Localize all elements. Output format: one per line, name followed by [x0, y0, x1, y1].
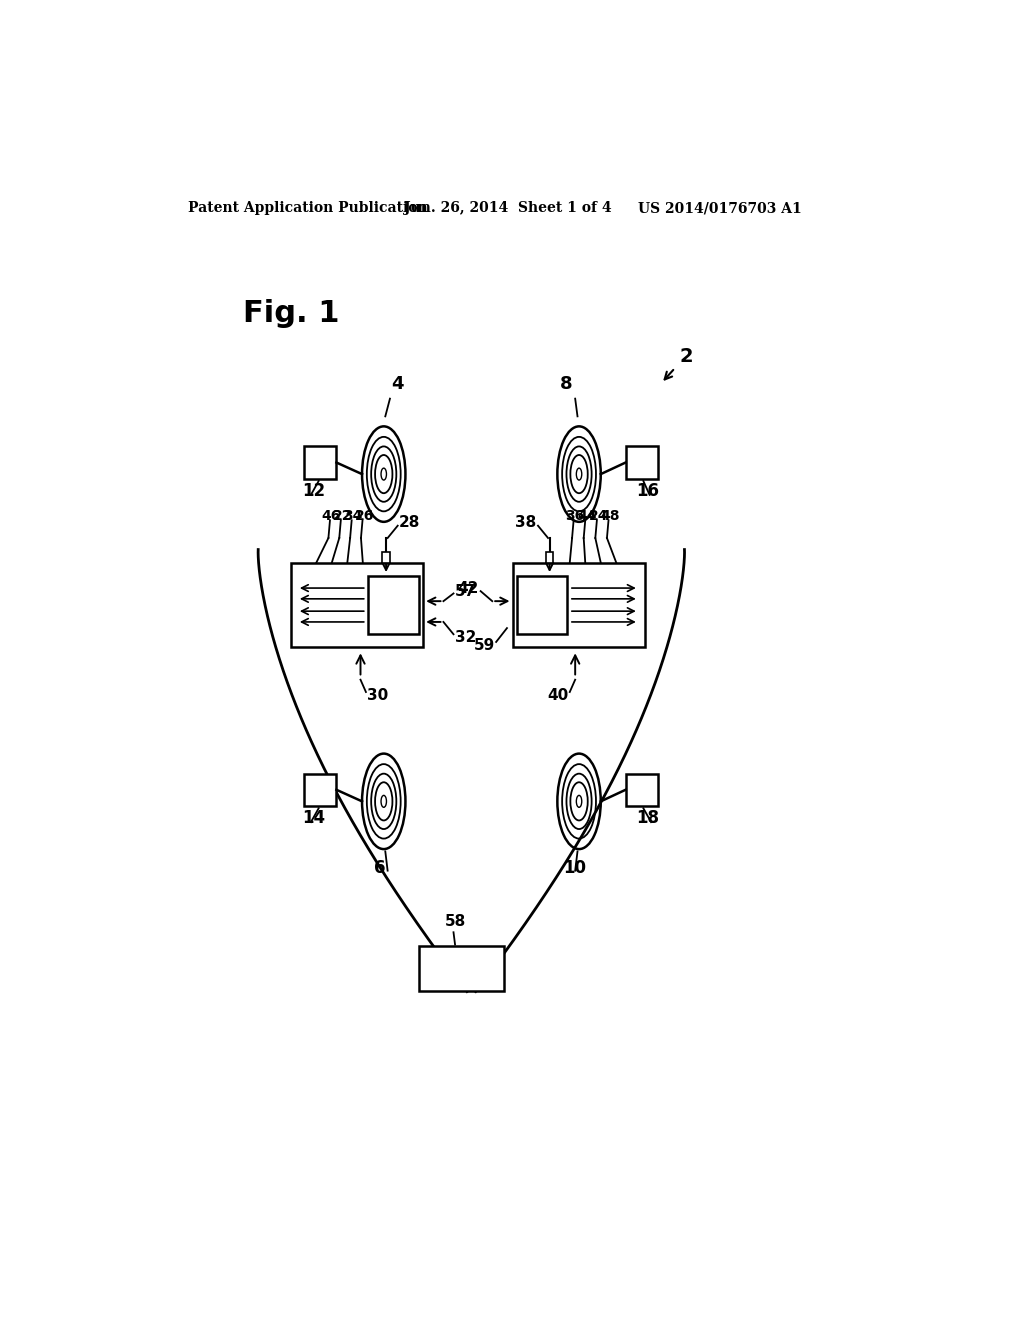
Bar [513, 562, 645, 647]
Text: 34: 34 [343, 510, 362, 524]
Ellipse shape [577, 469, 582, 480]
Text: 22: 22 [333, 510, 352, 524]
Text: US 2014/0176703 A1: US 2014/0176703 A1 [638, 202, 802, 215]
Text: 30: 30 [368, 688, 389, 702]
Text: 12: 12 [302, 482, 326, 499]
Ellipse shape [577, 796, 582, 808]
Text: 24: 24 [589, 510, 608, 524]
Bar [626, 774, 658, 807]
Text: 32: 32 [455, 630, 476, 645]
Text: 57: 57 [455, 583, 476, 599]
Bar [304, 446, 337, 479]
Text: 26: 26 [354, 510, 374, 524]
Text: 42: 42 [458, 581, 479, 595]
Text: 58: 58 [444, 915, 466, 929]
Text: 28: 28 [399, 515, 421, 531]
Bar [382, 552, 390, 562]
Text: 8: 8 [560, 375, 572, 393]
Text: 48: 48 [600, 510, 620, 524]
Bar [517, 576, 567, 634]
Text: Patent Application Publication: Patent Application Publication [188, 202, 428, 215]
Text: 2: 2 [680, 347, 693, 366]
Text: Fig. 1: Fig. 1 [243, 300, 339, 329]
Text: 16: 16 [637, 482, 659, 499]
Text: 46: 46 [322, 510, 341, 524]
Bar [304, 774, 337, 807]
Text: Jun. 26, 2014  Sheet 1 of 4: Jun. 26, 2014 Sheet 1 of 4 [403, 202, 611, 215]
Bar [626, 446, 658, 479]
Text: 44: 44 [578, 510, 597, 524]
Text: 4: 4 [391, 375, 404, 393]
Ellipse shape [381, 469, 386, 480]
Text: 36: 36 [565, 510, 585, 524]
Text: 38: 38 [515, 515, 537, 531]
Ellipse shape [381, 796, 386, 808]
Bar [546, 552, 554, 562]
Bar [419, 946, 504, 991]
Text: 40: 40 [547, 688, 568, 702]
Text: 59: 59 [473, 638, 495, 652]
Text: 10: 10 [563, 859, 587, 876]
Bar [291, 562, 423, 647]
Text: 6: 6 [374, 859, 386, 876]
Bar [369, 576, 419, 634]
Text: 18: 18 [637, 809, 659, 826]
Text: 14: 14 [302, 809, 326, 826]
